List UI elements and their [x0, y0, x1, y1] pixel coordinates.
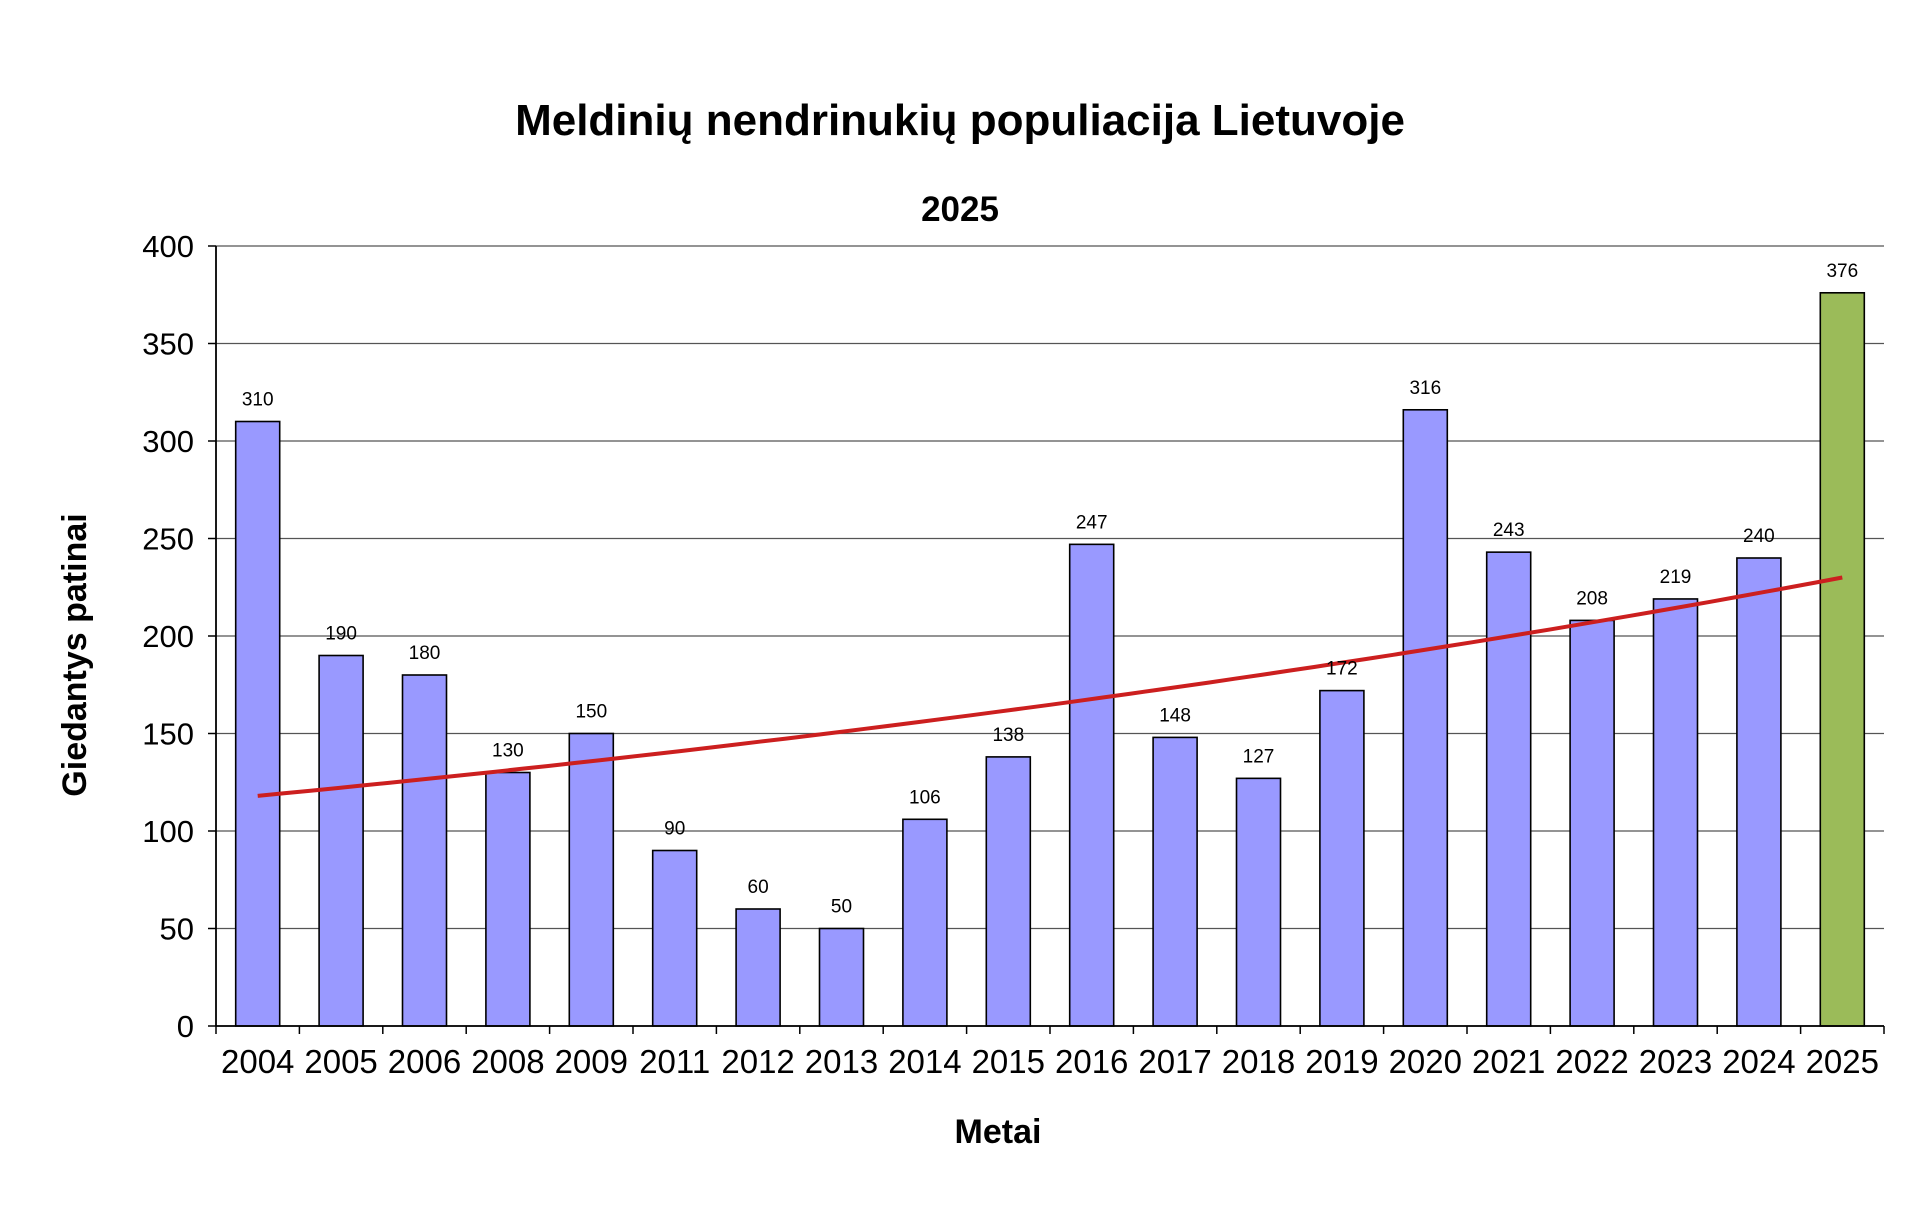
x-tick-label-2013: 2013 — [805, 1043, 878, 1080]
bar-2019 — [1319, 689, 1365, 1027]
x-tick-label-2005: 2005 — [304, 1043, 377, 1080]
trend-line — [257, 575, 1843, 798]
data-label-2016: 247 — [1076, 512, 1108, 533]
bar-2013 — [818, 927, 865, 1027]
x-tick-label-2023: 2023 — [1639, 1043, 1712, 1080]
bar-2004 — [234, 420, 281, 1027]
bars — [234, 291, 1866, 1027]
x-tick-label-2009: 2009 — [555, 1043, 628, 1080]
bar-2008 — [485, 771, 531, 1027]
data-label-2011: 90 — [664, 819, 685, 840]
data-label-2024: 240 — [1743, 526, 1775, 547]
data-label-2017: 148 — [1159, 705, 1191, 726]
bar-2024 — [1736, 557, 1782, 1027]
bar-2005 — [318, 654, 364, 1027]
y-tick-label: 400 — [142, 229, 194, 264]
data-label-2019: 172 — [1326, 659, 1358, 680]
x-tick-label-2015: 2015 — [972, 1043, 1045, 1080]
x-tick-label-2021: 2021 — [1472, 1043, 1545, 1080]
data-label-2015: 138 — [992, 725, 1024, 746]
bar-2006 — [401, 674, 448, 1027]
bar-2016 — [1068, 543, 1115, 1027]
bar-2015 — [985, 756, 1032, 1027]
x-tick-label-2004: 2004 — [221, 1043, 294, 1080]
bar-2012 — [735, 908, 781, 1027]
data-label-2023: 219 — [1660, 567, 1692, 588]
bar-2021 — [1485, 551, 1532, 1027]
y-tick-label: 200 — [142, 619, 194, 654]
data-label-2008: 130 — [492, 741, 524, 762]
data-label-2025: 376 — [1826, 261, 1858, 282]
x-tick-label-2011: 2011 — [639, 1043, 710, 1080]
x-tick-label-2022: 2022 — [1555, 1043, 1628, 1080]
x-tick-label-2016: 2016 — [1055, 1043, 1128, 1080]
y-tick-label: 250 — [142, 522, 194, 557]
page-title: Meldinių nendrinukių populiacija Lietuvo… — [515, 96, 1405, 145]
bar-2023 — [1652, 598, 1699, 1027]
x-axis-title: Metai — [955, 1113, 1042, 1151]
y-tick-label: 0 — [177, 1009, 194, 1044]
data-label-2004: 310 — [242, 390, 274, 411]
y-tick-label: 300 — [142, 424, 194, 459]
trend-layer — [257, 575, 1843, 798]
data-label-2012: 60 — [748, 877, 769, 898]
bar-2022 — [1569, 619, 1615, 1027]
bar-2017 — [1152, 736, 1198, 1027]
y-tick-label: 150 — [142, 717, 194, 752]
data-label-2009: 150 — [575, 702, 607, 723]
labels: 0 50 100 150 200 250 300 350 400 310 2004 190 2005 18… — [142, 229, 1879, 1080]
y-tick-label: 50 — [160, 912, 194, 947]
data-label-2020: 316 — [1409, 378, 1441, 399]
data-label-2022: 208 — [1576, 588, 1608, 609]
data-label-2013: 50 — [831, 897, 852, 918]
bar-2025 — [1819, 291, 1866, 1027]
bar-2020 — [1402, 408, 1449, 1027]
x-tick-label-2017: 2017 — [1138, 1043, 1211, 1080]
data-label-2006: 180 — [409, 643, 441, 664]
y-tick-label: 100 — [142, 814, 194, 849]
data-label-2005: 190 — [325, 624, 357, 645]
bar-2018 — [1235, 777, 1282, 1027]
chart-subtitle: 2025 — [921, 190, 999, 229]
axes — [208, 245, 1885, 1034]
y-axis-title: Giedantys patinai — [56, 513, 94, 796]
x-tick-label-2018: 2018 — [1222, 1043, 1295, 1080]
data-label-2021: 243 — [1493, 520, 1525, 541]
bar-2011 — [651, 849, 698, 1027]
x-tick-label-2025: 2025 — [1806, 1043, 1879, 1080]
x-tick-label-2008: 2008 — [471, 1043, 544, 1080]
x-tick-label-2014: 2014 — [888, 1043, 961, 1080]
data-label-2018: 127 — [1243, 746, 1275, 767]
x-tick-label-2020: 2020 — [1389, 1043, 1462, 1080]
x-tick-label-2006: 2006 — [388, 1043, 461, 1080]
bar-2014 — [902, 818, 948, 1027]
bar-2009 — [568, 732, 615, 1027]
y-tick-label: 350 — [142, 327, 194, 362]
data-label-2014: 106 — [909, 787, 941, 808]
gridlines — [216, 245, 1884, 1027]
x-tick-label-2019: 2019 — [1305, 1043, 1378, 1080]
x-tick-label-2024: 2024 — [1722, 1043, 1795, 1080]
x-tick-label-2012: 2012 — [721, 1043, 794, 1080]
